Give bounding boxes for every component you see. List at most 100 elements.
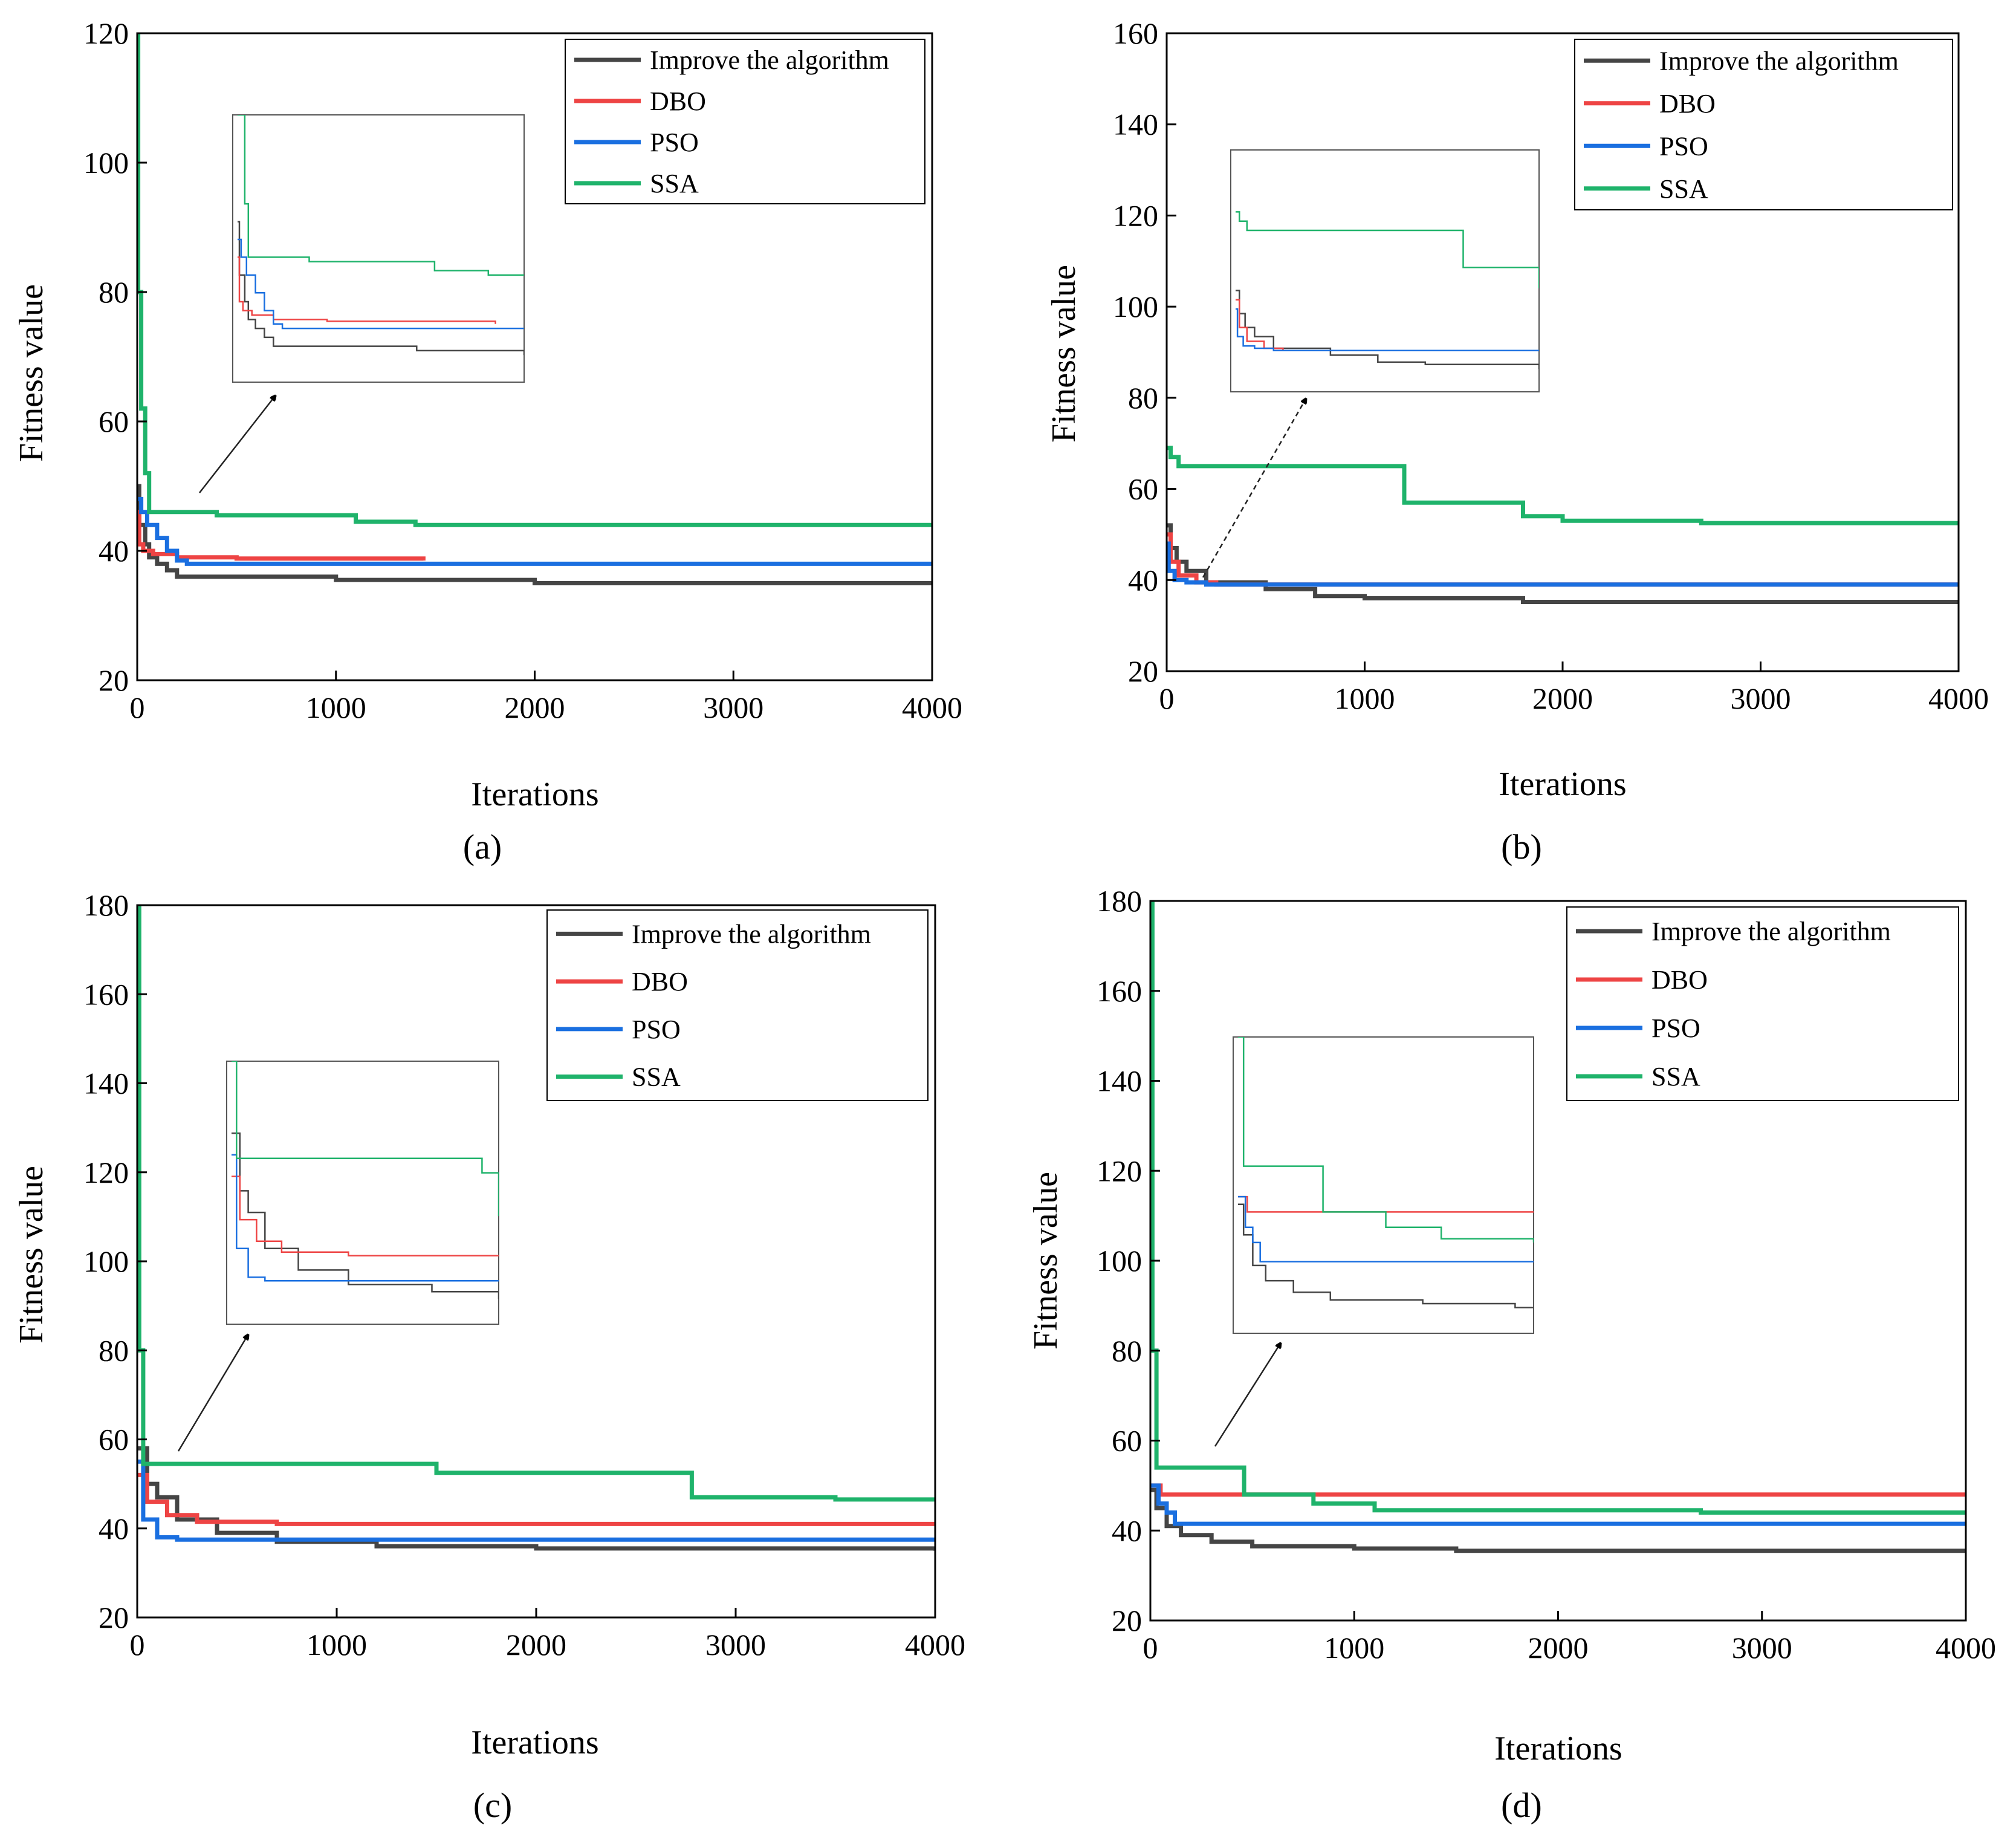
legend-box [1574, 39, 1953, 210]
legend-label: SSA [1651, 1062, 1700, 1091]
legend-box [565, 39, 925, 204]
x-axis-title: Iterations [1494, 1730, 1622, 1767]
inset-zoom [177, 1061, 499, 1452]
inset-series-line-0 [238, 221, 524, 356]
x-axis-title: Iterations [471, 1724, 598, 1761]
y-tick-label: 20 [1128, 654, 1158, 688]
y-tick-label: 80 [1128, 381, 1158, 415]
inset-series-line-3 [1236, 211, 1539, 288]
x-tick-label: 0 [1143, 1631, 1158, 1665]
x-tick-label: 2000 [1528, 1631, 1589, 1665]
x-tick-label: 0 [1159, 681, 1175, 715]
inset-arrow [177, 1335, 248, 1452]
y-tick-label: 80 [1112, 1334, 1142, 1368]
inset-frame [1230, 149, 1540, 392]
inset-arrow [1202, 399, 1306, 578]
y-tick-label: 100 [1113, 290, 1158, 323]
inset-arrow [199, 396, 275, 493]
series-line-0 [137, 1446, 935, 1551]
legend-label: PSO [1651, 1013, 1700, 1043]
panel-label: (a) [463, 827, 502, 866]
legend-label: Improve the algorithm [1659, 46, 1899, 76]
x-tick-label: 2000 [1532, 681, 1593, 715]
series-line-0 [1150, 1487, 1966, 1553]
y-tick-label: 40 [99, 1512, 129, 1546]
y-tick-label: 20 [99, 1601, 129, 1634]
panel-label: (c) [473, 1786, 512, 1825]
inset-series-line-0 [232, 1132, 499, 1299]
inset-series-line-2 [232, 1154, 499, 1282]
legend-label: Improve the algorithm [650, 45, 889, 75]
x-axis-title: Iterations [1499, 765, 1626, 803]
y-tick-label: 20 [99, 663, 129, 697]
y-tick-label: 80 [99, 1333, 129, 1367]
legend-label: DBO [632, 967, 688, 996]
inset-series-line-1 [232, 1175, 499, 1256]
x-tick-label: 3000 [1731, 681, 1791, 715]
inset-series-line-1 [238, 256, 496, 324]
x-tick-label: 3000 [703, 691, 763, 724]
series-line-2 [1167, 541, 1959, 587]
legend-box [546, 909, 929, 1101]
x-tick-label: 2000 [506, 1628, 566, 1662]
y-tick-label: 60 [99, 1423, 129, 1457]
legend-label: Improve the algorithm [632, 919, 871, 949]
chart-panel-a: Iterations Fitness value (a) 0 1000 2000 30… [13, 16, 962, 866]
legend-label: PSO [650, 128, 699, 157]
legend-label: PSO [1659, 131, 1708, 161]
series-line-2 [137, 1459, 935, 1542]
y-tick-label: 140 [1097, 1064, 1142, 1098]
series-line-3 [1167, 446, 1959, 525]
x-tick-label: 4000 [905, 1628, 965, 1662]
y-tick-label: 160 [83, 977, 129, 1011]
y-tick-label: 120 [1113, 198, 1158, 232]
series-line-1 [137, 510, 426, 561]
series-line-1 [137, 1472, 935, 1526]
y-tick-label: 80 [99, 275, 129, 309]
inset-frame [232, 114, 525, 383]
inset-arrow [1214, 1344, 1280, 1447]
x-tick-label: 1000 [1324, 1631, 1384, 1665]
panel-label: (d) [1501, 1786, 1542, 1825]
series-line-2 [1150, 1483, 1966, 1526]
legend: Improve the algorithm DBO PSO SSA [565, 39, 925, 204]
legend-label: DBO [1651, 965, 1708, 995]
inset-series-line-2 [238, 238, 524, 330]
y-tick-label: 20 [1112, 1604, 1142, 1637]
panel-label: (b) [1501, 827, 1542, 866]
y-tick-label: 100 [1097, 1244, 1142, 1278]
y-tick-label: 100 [83, 1244, 129, 1278]
y-axis-title: Fitness value [1045, 265, 1083, 443]
legend-label: SSA [1659, 174, 1708, 204]
inset-series-line-3 [238, 115, 524, 276]
y-tick-label: 160 [1113, 16, 1158, 50]
inset-frame [1233, 1036, 1534, 1334]
series-line-0 [1167, 523, 1959, 604]
series-line-2 [137, 496, 932, 566]
legend-label: SSA [650, 169, 699, 198]
legend-label: SSA [632, 1062, 681, 1092]
x-tick-label: 4000 [1928, 681, 1989, 715]
y-tick-label: 60 [99, 405, 129, 438]
inset-series-line-1 [1236, 299, 1539, 352]
y-tick-label: 100 [83, 146, 129, 180]
x-tick-label: 3000 [705, 1628, 766, 1662]
inset-zoom [199, 114, 525, 493]
y-axis-title: Fitness value [13, 284, 50, 462]
y-tick-label: 180 [83, 888, 129, 922]
y-tick-label: 40 [1112, 1513, 1142, 1547]
y-tick-label: 120 [83, 1156, 129, 1189]
inset-series-line-2 [1236, 308, 1539, 352]
legend-label: DBO [1659, 89, 1716, 119]
x-tick-label: 2000 [505, 691, 565, 724]
x-tick-label: 0 [130, 691, 145, 724]
y-tick-label: 40 [99, 534, 129, 568]
x-tick-label: 1000 [306, 1628, 367, 1662]
legend-label: DBO [650, 86, 706, 116]
inset-series-line-0 [1236, 290, 1539, 369]
x-tick-label: 0 [130, 1628, 145, 1662]
x-tick-label: 4000 [1936, 1631, 1996, 1665]
chart-panel-d: Iterations Fitness value (d) 0 1000 2000 30… [1027, 884, 1996, 1825]
y-tick-label: 180 [1097, 884, 1142, 918]
